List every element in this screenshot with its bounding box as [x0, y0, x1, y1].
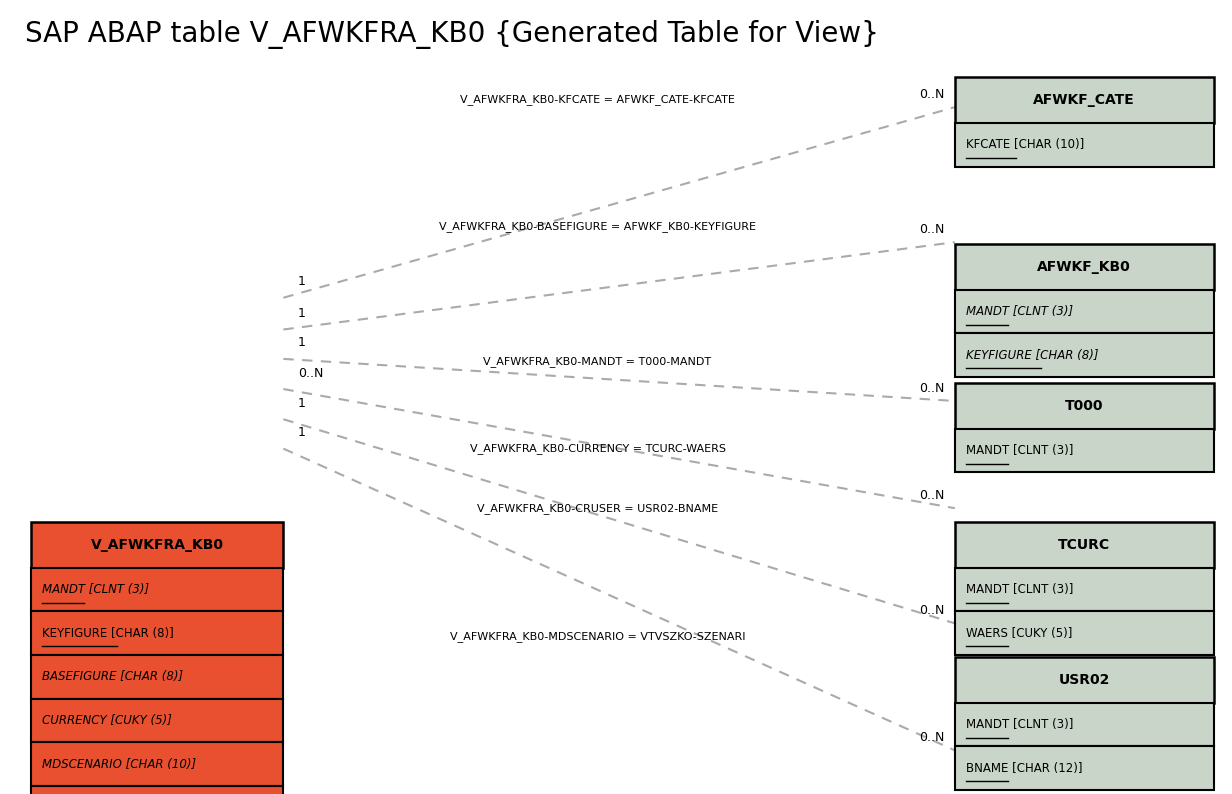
- Text: 0..N: 0..N: [919, 382, 945, 395]
- Text: 0..N: 0..N: [919, 489, 945, 502]
- Text: KEYFIGURE [CHAR (8)]: KEYFIGURE [CHAR (8)]: [966, 349, 1099, 362]
- Text: MANDT [CLNT (3)]: MANDT [CLNT (3)]: [966, 583, 1073, 596]
- FancyBboxPatch shape: [31, 611, 283, 655]
- Text: 1: 1: [298, 307, 306, 320]
- Text: WAERS [CUKY (5)]: WAERS [CUKY (5)]: [966, 626, 1072, 640]
- Text: BASEFIGURE [CHAR (8)]: BASEFIGURE [CHAR (8)]: [42, 670, 184, 684]
- FancyBboxPatch shape: [955, 703, 1214, 746]
- Text: 0..N: 0..N: [919, 88, 945, 101]
- FancyBboxPatch shape: [955, 611, 1214, 655]
- Text: MANDT [CLNT (3)]: MANDT [CLNT (3)]: [966, 444, 1073, 457]
- Text: 1: 1: [298, 397, 306, 410]
- Text: V_AFWKFRA_KB0-MDSCENARIO = VTVSZKO-SZENARI: V_AFWKFRA_KB0-MDSCENARIO = VTVSZKO-SZENA…: [450, 631, 745, 642]
- FancyBboxPatch shape: [955, 568, 1214, 611]
- Text: CURRENCY [CUKY (5)]: CURRENCY [CUKY (5)]: [42, 714, 171, 727]
- FancyBboxPatch shape: [955, 522, 1214, 568]
- Text: 1: 1: [298, 337, 306, 349]
- Text: V_AFWKFRA_KB0-KFCATE = AFWKF_CATE-KFCATE: V_AFWKFRA_KB0-KFCATE = AFWKF_CATE-KFCATE: [460, 94, 736, 105]
- Text: KFCATE [CHAR (10)]: KFCATE [CHAR (10)]: [966, 138, 1084, 152]
- FancyBboxPatch shape: [955, 290, 1214, 333]
- FancyBboxPatch shape: [955, 657, 1214, 703]
- Text: TCURC: TCURC: [1058, 538, 1110, 552]
- Text: KEYFIGURE [CHAR (8)]: KEYFIGURE [CHAR (8)]: [42, 626, 174, 640]
- FancyBboxPatch shape: [955, 123, 1214, 167]
- Text: V_AFWKFRA_KB0-CURRENCY = TCURC-WAERS: V_AFWKFRA_KB0-CURRENCY = TCURC-WAERS: [469, 443, 726, 454]
- FancyBboxPatch shape: [955, 429, 1214, 472]
- Text: MDSCENARIO [CHAR (10)]: MDSCENARIO [CHAR (10)]: [42, 757, 196, 771]
- Text: MANDT [CLNT (3)]: MANDT [CLNT (3)]: [966, 718, 1073, 731]
- Text: AFWKF_KB0: AFWKF_KB0: [1037, 260, 1131, 274]
- Text: MANDT [CLNT (3)]: MANDT [CLNT (3)]: [42, 583, 149, 596]
- Text: 0..N: 0..N: [919, 731, 945, 744]
- FancyBboxPatch shape: [31, 655, 283, 699]
- FancyBboxPatch shape: [31, 522, 283, 568]
- FancyBboxPatch shape: [955, 244, 1214, 290]
- Text: 1: 1: [298, 276, 306, 288]
- Text: 0..N: 0..N: [919, 604, 945, 617]
- Text: V_AFWKFRA_KB0-CRUSER = USR02-BNAME: V_AFWKFRA_KB0-CRUSER = USR02-BNAME: [477, 503, 718, 514]
- Text: SAP ABAP table V_AFWKFRA_KB0 {Generated Table for View}: SAP ABAP table V_AFWKFRA_KB0 {Generated …: [25, 20, 878, 49]
- Text: AFWKF_CATE: AFWKF_CATE: [1034, 93, 1135, 107]
- FancyBboxPatch shape: [955, 333, 1214, 377]
- Text: T000: T000: [1064, 399, 1104, 413]
- FancyBboxPatch shape: [955, 746, 1214, 790]
- FancyBboxPatch shape: [31, 742, 283, 786]
- FancyBboxPatch shape: [31, 699, 283, 742]
- FancyBboxPatch shape: [955, 383, 1214, 429]
- Text: MANDT [CLNT (3)]: MANDT [CLNT (3)]: [966, 305, 1073, 318]
- FancyBboxPatch shape: [955, 77, 1214, 123]
- Text: V_AFWKFRA_KB0: V_AFWKFRA_KB0: [91, 538, 223, 552]
- FancyBboxPatch shape: [31, 786, 283, 794]
- FancyBboxPatch shape: [31, 568, 283, 611]
- Text: 0..N: 0..N: [298, 367, 324, 380]
- Text: USR02: USR02: [1058, 673, 1110, 687]
- Text: 0..N: 0..N: [919, 223, 945, 236]
- Text: V_AFWKFRA_KB0-BASEFIGURE = AFWKF_KB0-KEYFIGURE: V_AFWKFRA_KB0-BASEFIGURE = AFWKF_KB0-KEY…: [439, 221, 756, 232]
- Text: V_AFWKFRA_KB0-MANDT = T000-MANDT: V_AFWKFRA_KB0-MANDT = T000-MANDT: [483, 356, 712, 367]
- Text: BNAME [CHAR (12)]: BNAME [CHAR (12)]: [966, 761, 1083, 775]
- Text: 1: 1: [298, 426, 306, 439]
